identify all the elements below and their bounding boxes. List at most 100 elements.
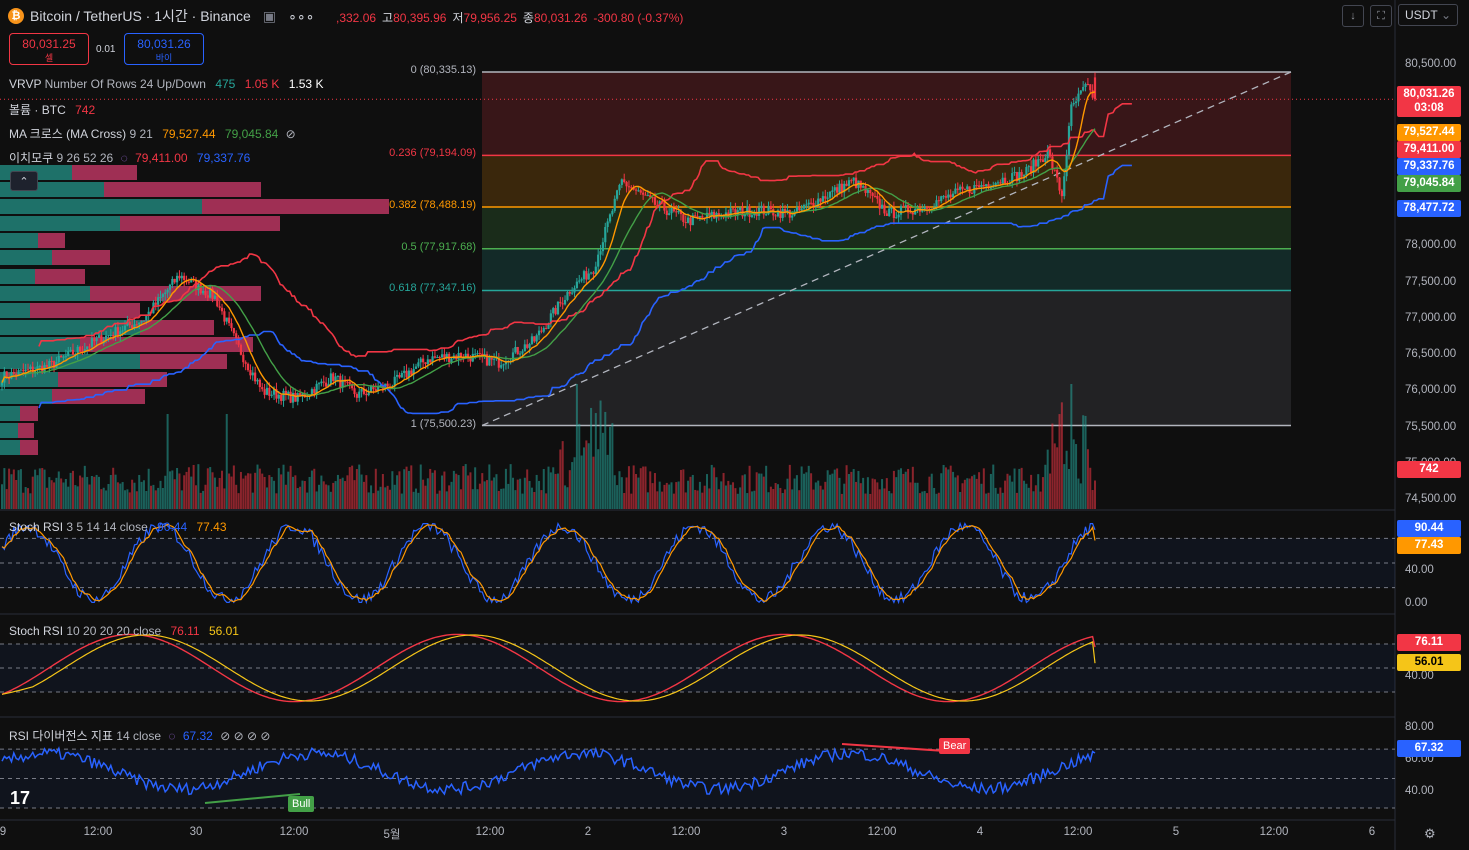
volume-bar bbox=[301, 480, 304, 509]
osc-axis-label: 40.00 bbox=[1405, 670, 1434, 682]
volume-bar bbox=[133, 482, 136, 509]
candle-body bbox=[476, 353, 479, 355]
fib-label: 0.236 (79,194.09) bbox=[389, 147, 476, 160]
legend-stoch-rsi-1[interactable]: Stoch RSI 3 5 14 14 close 90.44 77.43 bbox=[9, 520, 227, 534]
volume-bar bbox=[459, 489, 462, 509]
volume-bar bbox=[1060, 402, 1063, 509]
volume-bar bbox=[743, 474, 746, 509]
legend-ma-cross[interactable]: MA 크로스 (MA Cross) 9 21 79,527.44 79,045.… bbox=[9, 127, 296, 141]
volume-bar bbox=[116, 482, 119, 509]
candle-body bbox=[1030, 166, 1033, 174]
volume-bar bbox=[748, 465, 751, 509]
candle-body bbox=[923, 206, 926, 210]
volume-bar bbox=[566, 487, 569, 509]
volume-bar bbox=[961, 483, 964, 509]
legend-volume[interactable]: 볼륨 · BTC 742 bbox=[9, 103, 96, 117]
volume-bar bbox=[900, 468, 903, 509]
volume-bar bbox=[564, 485, 567, 509]
volume-bar bbox=[829, 474, 832, 509]
volume-bar bbox=[852, 469, 855, 509]
time-axis-label: 12:00 bbox=[1259, 826, 1289, 838]
volume-bar bbox=[462, 466, 465, 509]
volume-bar bbox=[956, 475, 959, 509]
volume-bar bbox=[814, 482, 817, 509]
scroll-down-icon[interactable]: ↓ bbox=[1342, 5, 1364, 27]
candle-body bbox=[289, 391, 292, 403]
bull-divergence-line bbox=[204, 793, 301, 804]
volume-bar bbox=[183, 475, 186, 509]
volume-bar bbox=[992, 464, 995, 509]
candle-body bbox=[672, 208, 675, 212]
candle-body bbox=[1044, 158, 1047, 162]
volume-bar bbox=[795, 475, 798, 509]
osc-axis-label: 40.00 bbox=[1405, 785, 1434, 797]
currency-select[interactable]: USDT ⌄ bbox=[1398, 4, 1458, 26]
candle-body bbox=[100, 335, 103, 344]
candle-body bbox=[60, 355, 63, 358]
candle-body bbox=[533, 336, 536, 342]
sell-button[interactable]: 80,031.25 셀 bbox=[9, 33, 89, 65]
volume-bar bbox=[263, 476, 266, 509]
volume-bar bbox=[665, 482, 668, 509]
volume-bar bbox=[190, 476, 193, 509]
time-axis-label: 12:00 bbox=[671, 826, 701, 838]
volume-bar bbox=[897, 469, 900, 509]
vrvp-up-bar bbox=[0, 250, 52, 265]
candle-body bbox=[263, 389, 266, 395]
candle-body bbox=[677, 210, 680, 213]
candle-body bbox=[270, 394, 273, 396]
volume-bar bbox=[282, 464, 285, 509]
volume-bar bbox=[493, 477, 496, 509]
volume-bar bbox=[765, 465, 768, 509]
volume-bar bbox=[237, 493, 240, 509]
volume-bar bbox=[926, 493, 929, 509]
candle-body bbox=[963, 188, 966, 190]
legend-rsi-divergence[interactable]: RSI 다이버전스 지표 14 close ◌ 67.32 ⊘ ⊘ ⊘ ⊘ bbox=[9, 729, 271, 743]
volume-bar bbox=[736, 493, 739, 509]
volume-bar bbox=[1041, 477, 1044, 509]
candle-body bbox=[159, 296, 162, 298]
legend-vrvp[interactable]: VRVP Number Of Rows 24 Up/Down 475 1.05 … bbox=[9, 77, 324, 91]
tradingview-logo-icon[interactable]: 17 bbox=[10, 788, 31, 808]
volume-bar bbox=[140, 481, 143, 509]
candle-body bbox=[895, 217, 898, 219]
candle-body bbox=[379, 384, 382, 388]
legend-stoch-rsi-2[interactable]: Stoch RSI 10 20 20 20 close 76.11 56.01 bbox=[9, 624, 239, 638]
volume-bar bbox=[1006, 473, 1009, 509]
more-icon[interactable]: ∘∘∘ bbox=[288, 7, 315, 24]
osc-axis-label: 40.00 bbox=[1405, 564, 1434, 576]
fullscreen-icon[interactable]: ⛶ bbox=[1370, 5, 1392, 27]
symbol-title[interactable]: ₿ Bitcoin / TetherUS · 1시간 · Binance ▣ ∘… bbox=[8, 6, 314, 26]
candle-body bbox=[694, 215, 697, 217]
volume-bar bbox=[755, 472, 758, 509]
volume-bar bbox=[582, 447, 585, 509]
candle-body bbox=[540, 330, 543, 332]
volume-bar bbox=[211, 472, 214, 509]
candle-body bbox=[767, 205, 770, 215]
eye-off-icon[interactable]: ▣ bbox=[262, 7, 277, 24]
buy-button[interactable]: 80,031.26 바이 bbox=[124, 33, 204, 65]
candle-body bbox=[1082, 86, 1085, 91]
vrvp-up-bar bbox=[0, 389, 52, 404]
osc-tag: 56.01 bbox=[1397, 654, 1461, 671]
osc-tag: 76.11 bbox=[1397, 634, 1461, 651]
volume-bar bbox=[724, 485, 727, 509]
candle-body bbox=[355, 394, 358, 398]
volume-bar bbox=[545, 493, 548, 509]
high-value: 80,395.96 bbox=[393, 11, 447, 25]
vrvp-up-bar bbox=[0, 354, 140, 369]
vrvp-down-bar bbox=[120, 216, 280, 231]
candle-body bbox=[412, 368, 415, 375]
volume-bar bbox=[921, 491, 924, 509]
volume-bar bbox=[424, 485, 427, 509]
collapse-legend-button[interactable]: ⌃ bbox=[10, 171, 38, 191]
settings-icon[interactable]: ⚙ bbox=[1424, 826, 1436, 841]
volume-bar bbox=[22, 492, 25, 509]
candle-body bbox=[994, 182, 997, 187]
volume-bar bbox=[930, 473, 933, 509]
candle-body bbox=[422, 358, 425, 363]
candle-body bbox=[623, 179, 626, 183]
legend-ichimoku[interactable]: 이치모쿠 9 26 52 26 ◌ 79,411.00 79,337.76 bbox=[9, 151, 251, 165]
candle-body bbox=[38, 365, 41, 367]
